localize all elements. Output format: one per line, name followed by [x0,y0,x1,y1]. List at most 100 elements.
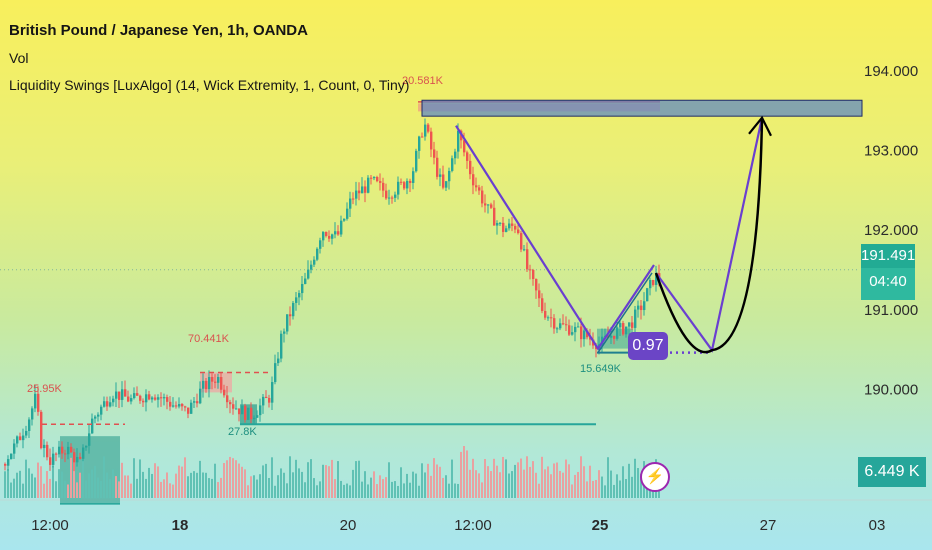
candle [253,417,256,420]
candle [31,408,34,420]
volume-bar [580,456,582,498]
candle [142,400,145,403]
volume-bar [310,459,312,498]
candle [172,405,175,407]
candle [535,278,538,291]
volume-bar [574,474,576,498]
volume-bar [457,483,459,498]
volume-bar [64,480,66,498]
volume-bar [133,458,135,498]
volume-bar [553,463,555,498]
candle [577,326,580,328]
volume-bar [208,478,210,498]
candle [346,208,349,219]
candle [187,407,190,414]
candle [349,198,352,209]
candle [10,453,13,460]
volume-bar [253,475,255,498]
volume-bar [52,465,54,498]
y-tick-label: 194.000 [864,63,918,80]
candle [295,297,298,303]
volume-bar [46,471,48,498]
volume-bar [589,465,591,498]
candle [202,380,205,389]
volume-bar [496,465,498,498]
candle [499,222,502,224]
candle [196,401,199,404]
volume-bar [436,464,438,498]
candle [259,405,262,416]
swing-volume-label: 70.441K [188,333,230,345]
volume-legend: Vol [9,50,29,66]
candle [85,445,88,448]
volume-bar [622,466,624,498]
volume-bar [460,451,462,498]
volume-bar [49,478,51,498]
candle [46,444,49,458]
candle [214,381,217,383]
volume-bar [517,462,519,498]
volume-bar [43,483,45,498]
candle [208,377,211,390]
volume-bar [265,463,267,498]
candle [169,401,172,407]
candle [622,323,625,335]
candle [124,389,127,397]
volume-bar [415,473,417,498]
candle [466,152,469,161]
candle [613,335,616,339]
candle [469,160,472,175]
candle [634,309,637,328]
candle [565,324,568,326]
volume-bar [139,459,141,498]
volume-bar [301,471,303,498]
volume-bar [211,478,213,498]
volume-bar [241,466,243,498]
volume-bar [235,460,237,498]
y-tick-label: 190.000 [864,381,918,398]
candle [16,436,19,444]
candle [367,177,370,193]
volume-bar [613,484,615,498]
volume-bar [379,475,381,498]
candle [610,335,613,338]
candle [199,388,202,404]
candle [151,397,154,400]
volume-bar [592,480,594,498]
volume-bar [433,458,435,498]
candle [421,136,424,138]
candle [445,181,448,188]
pattern-line [455,125,655,351]
volume-bar [490,471,492,498]
candle [481,190,484,204]
volume-bar [145,478,147,498]
candle [337,231,340,235]
candle [457,130,460,152]
candle [292,302,295,317]
candle [55,453,58,455]
candle [250,407,253,420]
candle [631,322,634,328]
candle [22,435,25,441]
candle [52,453,55,465]
lightning-icon[interactable]: ⚡ [640,462,670,492]
candle [382,182,385,191]
candle [64,453,67,455]
volume-bar [19,470,21,498]
volume-bar [184,457,186,498]
volume-bar [232,458,234,498]
candle [316,248,319,260]
volume-bar [550,474,552,498]
volume-bar [169,483,171,498]
volume-bar [493,458,495,498]
volume-bar [28,468,30,498]
candle [589,337,592,340]
candle [331,234,334,239]
candle [574,326,577,333]
candle [40,411,43,449]
candle [433,149,436,158]
candle [493,207,496,226]
candle [37,393,40,412]
candle [505,228,508,232]
